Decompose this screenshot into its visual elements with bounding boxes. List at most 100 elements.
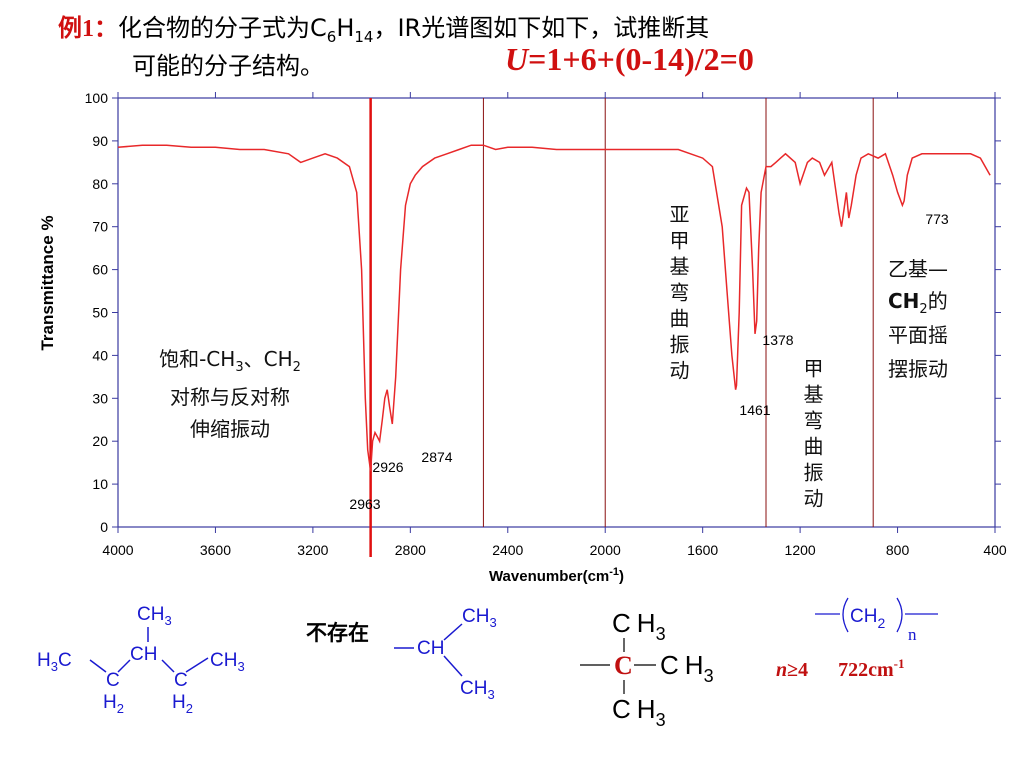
atom: C [660,650,679,680]
peak-label: 773 [925,211,949,227]
atom: C [612,608,631,638]
annotation: 乙基— [888,257,948,281]
x-axis-label-sup: -1 [609,566,619,578]
bonds [394,623,463,677]
x-tick-label: 800 [886,542,910,558]
x-tick-label: 3200 [297,542,328,558]
peak-label: 2874 [421,449,452,465]
x-tick-label: 2800 [395,542,426,558]
annotation: 伸缩振动 [190,417,270,441]
svg-text:CH3: CH3 [612,694,666,730]
peak-label: 1378 [762,332,793,348]
atom: C [614,651,633,680]
sub: 3 [656,624,666,644]
atom: C [58,650,72,671]
example-label: 例1： [58,15,118,42]
annotation: 亚甲基弯曲振动 [666,204,690,386]
atom: CH [137,604,164,625]
n: n [776,659,787,681]
x-tick-label: 4000 [102,542,133,558]
x-axis-label: Wavenumber(cm-1) [489,566,624,585]
atom: CH [850,606,877,627]
atom: H [637,694,656,724]
spectrum-line [117,144,991,472]
formula: U=1+6+(0-14)/2=0 [505,41,754,77]
x-axis-label-text: ) [619,568,624,585]
y-tick-label: 20 [92,433,108,449]
y-axis-label: Transmittance % [38,215,57,350]
atom: C [106,670,120,691]
t: 722cm [838,659,894,681]
t: 的 [928,289,948,313]
x-tick-label: 1600 [687,542,718,558]
svg-text:CH3: CH3 [660,650,714,686]
annotation: CH2的 [888,289,948,317]
x-tick-label: 400 [983,542,1007,558]
svg-text:CH3: CH3 [137,604,172,628]
t: ≥4 [787,659,808,681]
sub: 14 [354,28,373,46]
y-tick-label: 70 [92,219,108,235]
atom: H [685,650,704,680]
annotation: 饱和-CH3、CH2 [159,347,301,375]
header-line2: 可能的分子结构。 [132,52,324,80]
svg-text:CH3: CH3 [210,650,245,674]
sub: 2 [877,615,885,631]
y-tick-label: 0 [100,519,108,535]
annotation: 平面摇 [888,323,948,347]
annotation: 对称与反对称 [170,385,290,409]
peak-label: 2963 [349,496,380,512]
structure-1: CH3 H3C CH CH3 C H2 C H2 [37,604,245,716]
sub: 3 [235,360,243,375]
header-text: ，IR光谱图如下如下，试推断其 [373,14,709,42]
peak-label: 1461 [739,402,770,418]
x-tick-label: 3600 [200,542,231,558]
sub: 3 [51,659,58,674]
sub: 2 [186,701,193,716]
sub: 2 [919,302,927,317]
x-axis-label-text: Wavenumber(cm [489,568,609,585]
sub: 3 [487,687,494,702]
t: 乙基— [888,257,948,281]
svg-text:H3C: H3C [37,650,72,674]
plot-frame [117,97,996,528]
sub: 3 [489,615,496,630]
x-tick-label: 2000 [590,542,621,558]
y-tick-label: 40 [92,347,108,363]
sub: 2 [117,701,124,716]
y-tick-label: 100 [85,90,109,106]
atom: C [174,670,188,691]
svg-text:CH3: CH3 [462,606,497,630]
atom: CH [417,638,444,659]
subscript-n: n [908,625,917,644]
sub: 2 [293,360,301,375]
formula-u: U [505,41,530,77]
header-text: 化合物的分子式为C [118,14,327,42]
peak-label: 2926 [372,459,403,475]
t: 、CH [244,347,293,371]
x-tick-label: 2400 [492,542,523,558]
t: CH [888,289,919,313]
header-text: H [336,14,354,42]
atom: CH [130,644,157,665]
sub: 3 [164,613,171,628]
bonds [815,597,938,633]
bonds [89,627,209,673]
sub: 3 [656,710,666,730]
annotation: 甲基弯曲振动 [800,358,824,514]
svg-text:CH3: CH3 [612,608,666,644]
condition: n≥4 722cm-1 [776,656,905,681]
y-tick-label: 80 [92,176,108,192]
atom: CH [462,606,489,627]
svg-text:H2: H2 [103,692,124,716]
atom: H [103,692,117,713]
label: 不存在 [306,621,369,645]
y-tick-label: 10 [92,476,108,492]
svg-text:CH3: CH3 [460,678,495,702]
atom: H [637,608,656,638]
y-tick-label: 50 [92,305,108,321]
header: 例1：化合物的分子式为C6H14，IR光谱图如下如下，试推断其 [58,14,709,46]
atom: C [612,694,631,724]
atom: H [172,692,186,713]
